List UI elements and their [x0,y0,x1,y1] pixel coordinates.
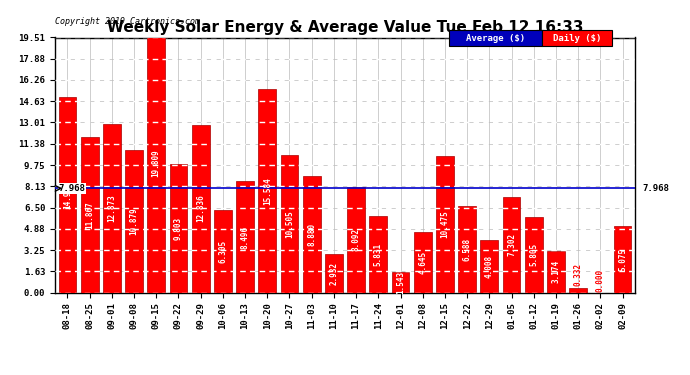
Bar [414,232,432,292]
Text: 0.332: 0.332 [573,263,582,286]
Text: 11.867: 11.867 [85,201,94,229]
FancyBboxPatch shape [449,30,542,46]
Bar [569,288,587,292]
Bar [103,124,121,292]
Bar [436,156,454,292]
Text: 10.505: 10.505 [285,210,294,238]
Bar [214,210,232,292]
Text: 8.092: 8.092 [352,228,361,251]
Bar [392,272,409,292]
Text: 7.302: 7.302 [507,233,516,256]
Text: 0.000: 0.000 [596,269,605,292]
Text: 5.831: 5.831 [374,243,383,266]
Text: 6.588: 6.588 [462,238,472,261]
Bar [258,89,276,292]
Text: 4.008: 4.008 [485,255,494,278]
Bar [59,97,77,292]
Text: 5.075: 5.075 [618,248,627,271]
Bar [148,34,165,292]
Text: Average ($): Average ($) [466,34,525,43]
Title: Weekly Solar Energy & Average Value Tue Feb 12 16:33: Weekly Solar Energy & Average Value Tue … [107,20,583,35]
Text: 12.873: 12.873 [108,195,117,222]
Text: 7.968: 7.968 [59,184,86,193]
Text: 2.932: 2.932 [329,262,338,285]
Bar [458,206,476,292]
Bar [525,217,542,292]
Bar [170,164,187,292]
Bar [281,155,298,292]
Bar [347,187,365,292]
Text: 6.305: 6.305 [218,240,228,263]
Bar [480,240,498,292]
Text: 15.584: 15.584 [263,177,272,204]
Bar [325,254,343,292]
Bar [81,137,99,292]
Text: 8.880: 8.880 [307,223,316,246]
FancyBboxPatch shape [542,30,611,46]
Bar [236,182,254,292]
Text: 5.805: 5.805 [529,243,538,266]
Bar [303,176,321,292]
Text: Daily ($): Daily ($) [553,34,601,43]
Text: 19.809: 19.809 [152,149,161,177]
Text: 4.645: 4.645 [418,251,427,274]
Bar [125,150,143,292]
Bar [613,226,631,292]
Bar [369,216,387,292]
Text: 14.950: 14.950 [63,181,72,209]
Text: 12.836: 12.836 [196,195,205,222]
Bar [503,197,520,292]
Text: 7.968: 7.968 [642,184,669,193]
Text: 10.879: 10.879 [130,207,139,235]
Text: Copyright 2019 Cartronics.com: Copyright 2019 Cartronics.com [55,17,200,26]
Text: 1.543: 1.543 [396,271,405,294]
Text: 9.803: 9.803 [174,217,183,240]
Bar [192,125,210,292]
Bar [547,251,565,292]
Text: 10.475: 10.475 [440,210,449,238]
Text: 3.174: 3.174 [551,260,560,284]
Text: 8.496: 8.496 [241,225,250,249]
